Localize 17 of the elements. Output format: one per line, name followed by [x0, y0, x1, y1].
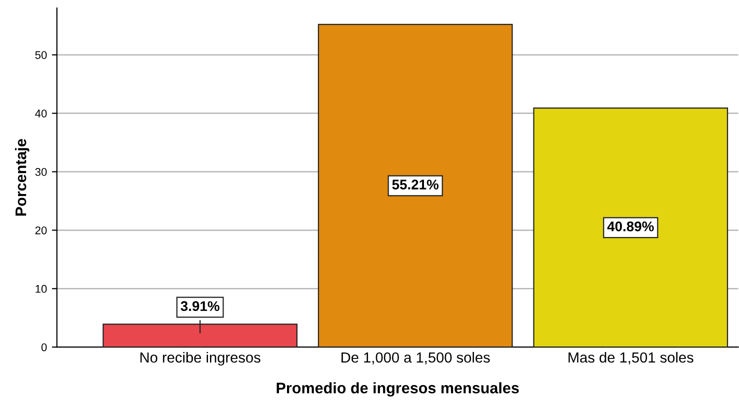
y-tick-label: 20 [35, 226, 47, 234]
x-tick-label: De 1,000 a 1,500 soles [342, 352, 490, 364]
bar [102, 324, 298, 348]
y-tick-label: 10 [36, 284, 47, 293]
x-axis-title: Promedio de ingresos mensuales [276, 382, 519, 397]
bar [318, 24, 513, 348]
x-tick-label: Mas de 1,501 soles [568, 352, 694, 364]
y-axis-title: Porcentaje [15, 139, 30, 216]
data-label: 40.89% [607, 221, 654, 232]
bar [533, 108, 728, 348]
y-tick-label: 0 [41, 343, 47, 352]
y-tick-label: 30 [35, 168, 47, 176]
data-label: 3.91% [180, 301, 220, 312]
y-tick-label: 50 [35, 51, 47, 59]
data-label: 55.21% [392, 180, 439, 190]
y-tick-label: 40 [35, 110, 47, 118]
x-tick-label: No recibe ingresos [140, 352, 260, 366]
